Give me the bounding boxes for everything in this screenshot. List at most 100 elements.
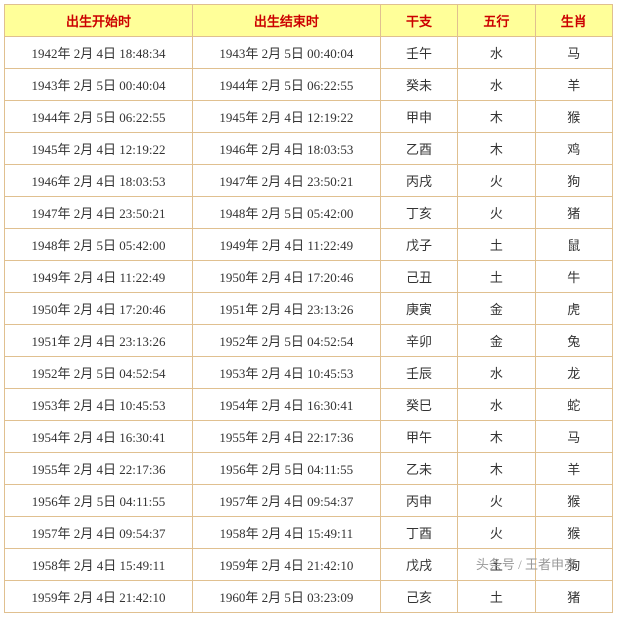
cell-ganzhi: 壬辰: [380, 357, 457, 389]
cell-shengxiao: 牛: [535, 261, 612, 293]
cell-start: 1954年 2月 4日 16:30:41: [5, 421, 193, 453]
header-shengxiao: 生肖: [535, 5, 612, 37]
cell-ganzhi: 丁亥: [380, 197, 457, 229]
cell-end: 1954年 2月 4日 16:30:41: [192, 389, 380, 421]
table-header: 出生开始时 出生结束时 干支 五行 生肖: [5, 5, 613, 37]
cell-start: 1946年 2月 4日 18:03:53: [5, 165, 193, 197]
cell-shengxiao: 虎: [535, 293, 612, 325]
cell-start: 1948年 2月 5日 05:42:00: [5, 229, 193, 261]
cell-start: 1943年 2月 5日 00:40:04: [5, 69, 193, 101]
table-row: 1957年 2月 4日 09:54:371958年 2月 4日 15:49:11…: [5, 517, 613, 549]
cell-end: 1952年 2月 5日 04:52:54: [192, 325, 380, 357]
cell-wuxing: 木: [458, 453, 535, 485]
cell-start: 1958年 2月 4日 15:49:11: [5, 549, 193, 581]
cell-start: 1952年 2月 5日 04:52:54: [5, 357, 193, 389]
cell-wuxing: 水: [458, 37, 535, 69]
cell-shengxiao: 猴: [535, 485, 612, 517]
cell-end: 1946年 2月 4日 18:03:53: [192, 133, 380, 165]
cell-shengxiao: 羊: [535, 69, 612, 101]
cell-shengxiao: 猴: [535, 517, 612, 549]
cell-end: 1956年 2月 5日 04:11:55: [192, 453, 380, 485]
header-end: 出生结束时: [192, 5, 380, 37]
cell-ganzhi: 甲午: [380, 421, 457, 453]
table-row: 1951年 2月 4日 23:13:261952年 2月 5日 04:52:54…: [5, 325, 613, 357]
cell-end: 1948年 2月 5日 05:42:00: [192, 197, 380, 229]
cell-end: 1955年 2月 4日 22:17:36: [192, 421, 380, 453]
cell-shengxiao: 马: [535, 37, 612, 69]
cell-shengxiao: 狗: [535, 165, 612, 197]
cell-start: 1959年 2月 4日 21:42:10: [5, 581, 193, 613]
cell-ganzhi: 己亥: [380, 581, 457, 613]
header-wuxing: 五行: [458, 5, 535, 37]
table-row: 1943年 2月 5日 00:40:041944年 2月 5日 06:22:55…: [5, 69, 613, 101]
cell-wuxing: 水: [458, 357, 535, 389]
cell-ganzhi: 壬午: [380, 37, 457, 69]
cell-end: 1943年 2月 5日 00:40:04: [192, 37, 380, 69]
table-row: 1946年 2月 4日 18:03:531947年 2月 4日 23:50:21…: [5, 165, 613, 197]
table-body: 1942年 2月 4日 18:48:341943年 2月 5日 00:40:04…: [5, 37, 613, 613]
cell-wuxing: 金: [458, 325, 535, 357]
cell-start: 1956年 2月 5日 04:11:55: [5, 485, 193, 517]
cell-start: 1942年 2月 4日 18:48:34: [5, 37, 193, 69]
zodiac-table: 出生开始时 出生结束时 干支 五行 生肖 1942年 2月 4日 18:48:3…: [4, 4, 613, 613]
cell-end: 1957年 2月 4日 09:54:37: [192, 485, 380, 517]
cell-shengxiao: 鸡: [535, 133, 612, 165]
cell-wuxing: 土: [458, 581, 535, 613]
cell-end: 1944年 2月 5日 06:22:55: [192, 69, 380, 101]
cell-ganzhi: 己丑: [380, 261, 457, 293]
header-start: 出生开始时: [5, 5, 193, 37]
cell-shengxiao: 猪: [535, 581, 612, 613]
cell-ganzhi: 庚寅: [380, 293, 457, 325]
cell-shengxiao: 马: [535, 421, 612, 453]
cell-end: 1950年 2月 4日 17:20:46: [192, 261, 380, 293]
cell-ganzhi: 丙戌: [380, 165, 457, 197]
cell-start: 1953年 2月 4日 10:45:53: [5, 389, 193, 421]
cell-start: 1950年 2月 4日 17:20:46: [5, 293, 193, 325]
cell-wuxing: 土: [458, 229, 535, 261]
table-row: 1945年 2月 4日 12:19:221946年 2月 4日 18:03:53…: [5, 133, 613, 165]
cell-ganzhi: 戊子: [380, 229, 457, 261]
cell-ganzhi: 癸巳: [380, 389, 457, 421]
cell-shengxiao: 龙: [535, 357, 612, 389]
cell-ganzhi: 戊戌: [380, 549, 457, 581]
table-row: 1959年 2月 4日 21:42:101960年 2月 5日 03:23:09…: [5, 581, 613, 613]
cell-start: 1949年 2月 4日 11:22:49: [5, 261, 193, 293]
cell-start: 1955年 2月 4日 22:17:36: [5, 453, 193, 485]
cell-wuxing: 金: [458, 293, 535, 325]
table-row: 1955年 2月 4日 22:17:361956年 2月 5日 04:11:55…: [5, 453, 613, 485]
cell-start: 1945年 2月 4日 12:19:22: [5, 133, 193, 165]
cell-wuxing: 水: [458, 69, 535, 101]
cell-shengxiao: 蛇: [535, 389, 612, 421]
cell-start: 1944年 2月 5日 06:22:55: [5, 101, 193, 133]
cell-end: 1960年 2月 5日 03:23:09: [192, 581, 380, 613]
cell-wuxing: 火: [458, 485, 535, 517]
cell-wuxing: 土: [458, 261, 535, 293]
header-ganzhi: 干支: [380, 5, 457, 37]
table-row: 1953年 2月 4日 10:45:531954年 2月 4日 16:30:41…: [5, 389, 613, 421]
cell-shengxiao: 猴: [535, 101, 612, 133]
cell-wuxing: 土: [458, 549, 535, 581]
cell-wuxing: 火: [458, 165, 535, 197]
cell-ganzhi: 丁酉: [380, 517, 457, 549]
cell-ganzhi: 丙申: [380, 485, 457, 517]
table-row: 1956年 2月 5日 04:11:551957年 2月 4日 09:54:37…: [5, 485, 613, 517]
cell-ganzhi: 乙未: [380, 453, 457, 485]
cell-shengxiao: 鼠: [535, 229, 612, 261]
table-row: 1948年 2月 5日 05:42:001949年 2月 4日 11:22:49…: [5, 229, 613, 261]
table-row: 1947年 2月 4日 23:50:211948年 2月 5日 05:42:00…: [5, 197, 613, 229]
cell-end: 1945年 2月 4日 12:19:22: [192, 101, 380, 133]
cell-ganzhi: 乙酉: [380, 133, 457, 165]
cell-shengxiao: 猪: [535, 197, 612, 229]
cell-start: 1951年 2月 4日 23:13:26: [5, 325, 193, 357]
cell-wuxing: 火: [458, 517, 535, 549]
cell-end: 1953年 2月 4日 10:45:53: [192, 357, 380, 389]
table-row: 1942年 2月 4日 18:48:341943年 2月 5日 00:40:04…: [5, 37, 613, 69]
cell-end: 1958年 2月 4日 15:49:11: [192, 517, 380, 549]
cell-start: 1947年 2月 4日 23:50:21: [5, 197, 193, 229]
cell-shengxiao: 羊: [535, 453, 612, 485]
cell-wuxing: 水: [458, 389, 535, 421]
cell-ganzhi: 癸未: [380, 69, 457, 101]
cell-end: 1949年 2月 4日 11:22:49: [192, 229, 380, 261]
cell-wuxing: 木: [458, 101, 535, 133]
cell-ganzhi: 甲申: [380, 101, 457, 133]
